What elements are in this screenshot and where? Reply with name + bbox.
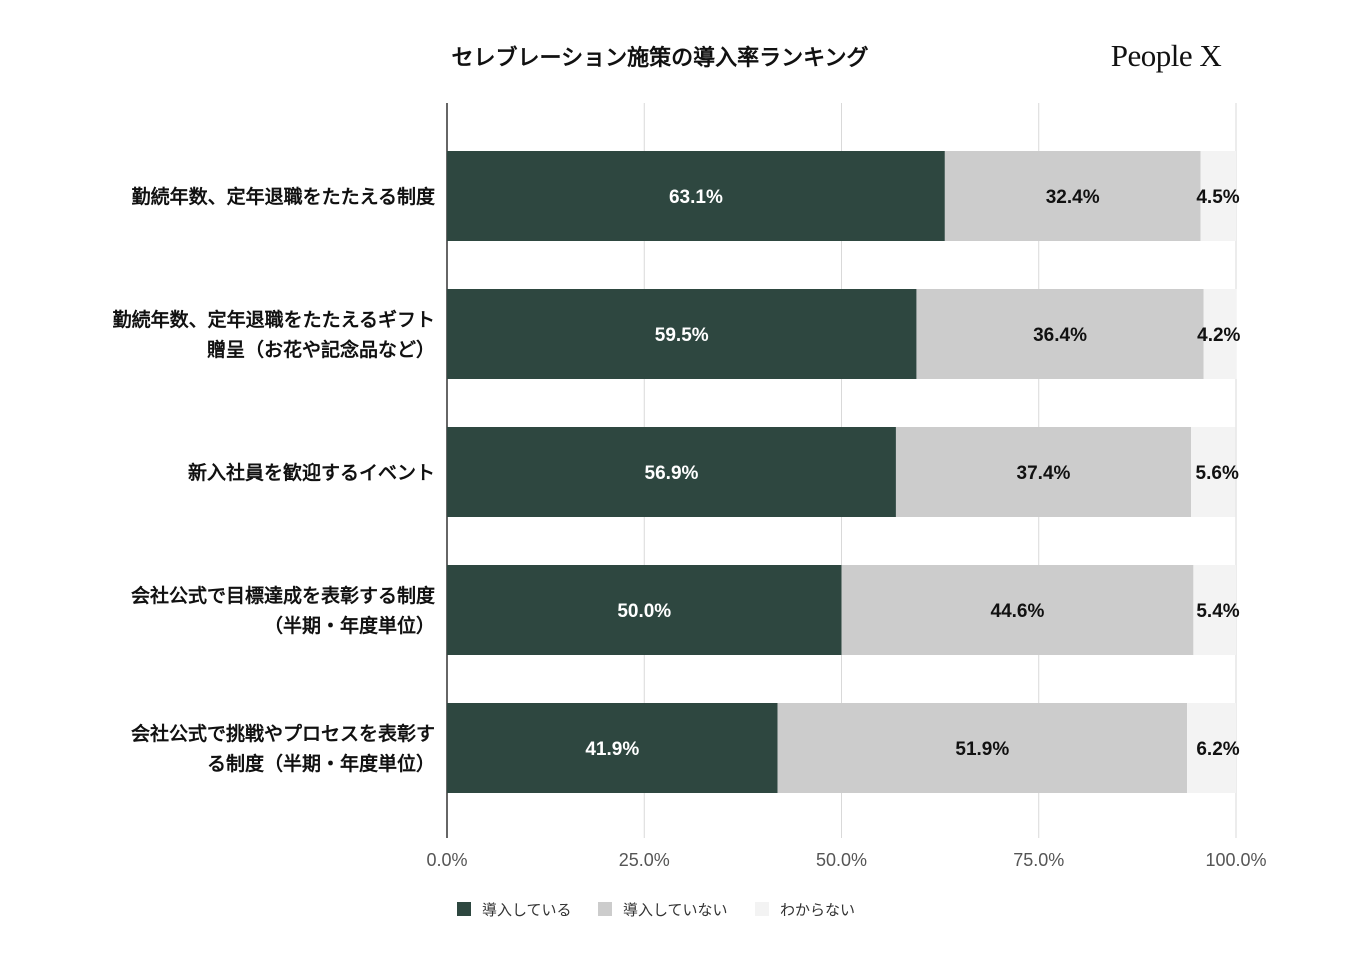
data-label: 63.1% <box>669 187 723 208</box>
x-axis: 0.0% 25.0% 50.0% 75.0% 100.0% <box>426 850 1266 870</box>
x-tick-label: 75.0% <box>1013 850 1064 870</box>
bar-segment <box>447 703 778 793</box>
category-label: 贈呈（お花や記念品など） <box>207 338 435 361</box>
data-label: 41.9% <box>585 739 639 760</box>
bar-segment <box>1193 565 1236 655</box>
legend-swatch <box>457 902 471 916</box>
data-label: 4.2% <box>1197 325 1240 346</box>
legend-label: わからない <box>780 901 855 919</box>
bar-segment <box>944 151 1201 241</box>
data-label: 59.5% <box>655 325 709 346</box>
legend-swatch <box>598 902 612 916</box>
data-label: 5.6% <box>1196 463 1239 484</box>
bar-segment <box>1187 703 1236 793</box>
data-label: 56.9% <box>645 463 699 484</box>
category-label: 勤続年数、定年退職をたたえる制度 <box>132 185 436 208</box>
bar-segment <box>447 565 842 655</box>
x-tick-label: 25.0% <box>619 850 670 870</box>
data-label: 32.4% <box>1046 187 1100 208</box>
x-tick-label: 50.0% <box>816 850 867 870</box>
brand-logo-text: People X <box>1111 38 1222 73</box>
bar-segment <box>1191 427 1236 517</box>
x-tick-label: 100.0% <box>1205 850 1266 870</box>
data-label: 51.9% <box>955 739 1009 760</box>
category-label: 会社公式で挑戦やプロセスを表彰す <box>131 722 435 745</box>
category-label: る制度（半期・年度単位） <box>207 752 435 775</box>
data-label: 5.4% <box>1196 601 1239 622</box>
bar-segment <box>916 289 1204 379</box>
data-label: 37.4% <box>1017 463 1071 484</box>
chart-title: セレブレーション施策の導入率ランキング <box>452 45 869 71</box>
category-label: （半期・年度単位） <box>264 614 435 637</box>
bar-segment <box>1203 289 1237 379</box>
bar-segment <box>447 151 945 241</box>
category-label: 勤続年数、定年退職をたたえるギフト <box>113 308 435 331</box>
data-label: 36.4% <box>1033 325 1087 346</box>
bar-segment <box>447 289 917 379</box>
x-tick-label: 0.0% <box>426 850 467 870</box>
bar-segment <box>777 703 1188 793</box>
legend-label: 導入していない <box>623 901 728 919</box>
data-label: 44.6% <box>991 601 1045 622</box>
category-label: 会社公式で目標達成を表彰する制度 <box>131 584 436 607</box>
data-label: 4.5% <box>1196 187 1239 208</box>
category-label: 新入社員を歓迎するイベント <box>188 461 435 484</box>
bar-segment <box>841 565 1194 655</box>
data-label: 6.2% <box>1196 739 1239 760</box>
bar-segment <box>895 427 1192 517</box>
bar-segment <box>1200 151 1236 241</box>
legend-label: 導入している <box>482 901 572 919</box>
bars: 63.1% 32.4% 4.5% 59.5% 36.4% 4.2% 56.9% 37.4% 5.… <box>447 151 1241 793</box>
bar-segment <box>447 427 896 517</box>
data-label: 50.0% <box>617 601 671 622</box>
legend: 導入している 導入していない わからない <box>457 901 855 919</box>
category-labels: 勤続年数、定年退職をたたえる制度勤続年数、定年退職をたたえるギフト贈呈（お花や記… <box>113 185 436 775</box>
legend-swatch <box>755 902 769 916</box>
